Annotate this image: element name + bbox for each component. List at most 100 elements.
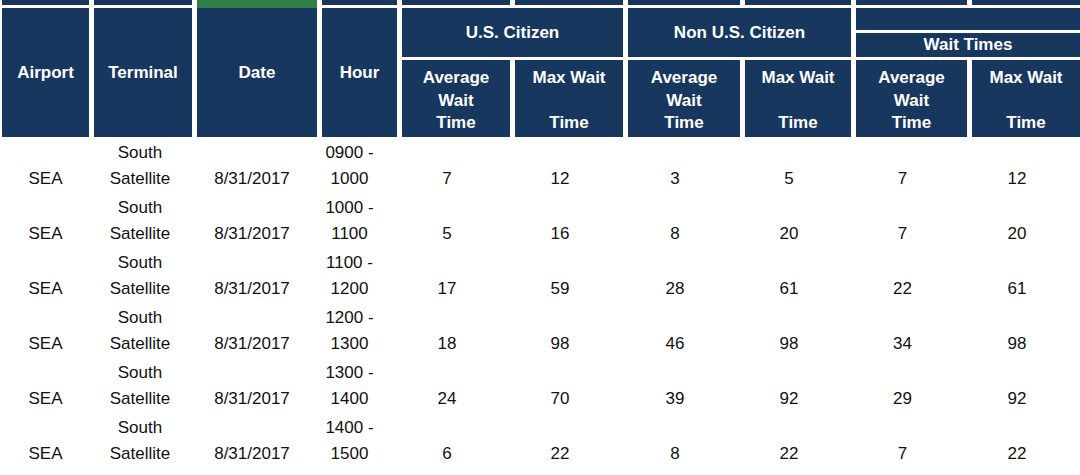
cell-airport: SEA [2,360,89,412]
cell-terminal: South Satellite [94,305,192,357]
non-us-citizen-group-header: Non U.S. Citizen [628,8,851,57]
wait-times-average-wait-subheader: Average Wait Time [856,60,967,137]
cell-non-us-average-wait: 39 [628,360,740,412]
cell-wait-times-max: 20 [972,195,1080,247]
cell-hour: 1400 - 1500 [322,415,397,467]
cell-terminal: South Satellite [94,250,192,302]
non-us-max-wait-subheader: Max Wait Time [745,60,851,137]
cell-date: 8/31/2017 [197,195,317,247]
cell-wait-times-average: 7 [856,195,967,247]
cell-non-us-average-wait: 8 [628,415,740,467]
airport-column-header: Airport [2,8,89,137]
top-strip-segment-hour [322,0,397,5]
cell-terminal: South Satellite [94,415,192,467]
subheader-line: Max Wait [532,67,605,88]
top-strip-segment-us-avg [402,0,510,5]
subheader-line: Wait [666,90,701,111]
cell-us-average-wait: 7 [402,140,510,192]
cell-wait-times-average: 7 [856,415,967,467]
cell-us-max-wait: 59 [515,250,623,302]
cell-hour: 1200 - 1300 [322,305,397,357]
top-strip-segment-terminal [94,0,192,5]
cell-wait-times-max: 12 [972,140,1080,192]
cell-wait-times-average: 34 [856,305,967,357]
cell-non-us-max-wait: 20 [745,195,851,247]
subheader-line: Time [549,112,588,133]
cell-wait-times-max: 98 [972,305,1080,357]
subheader-line: Time [1006,112,1045,133]
subheader-line: Average [423,67,489,88]
cell-terminal: South Satellite [94,140,192,192]
subheader-line: Wait [438,90,473,111]
cell-non-us-max-wait: 92 [745,360,851,412]
cell-us-max-wait: 12 [515,140,623,192]
cell-us-average-wait: 24 [402,360,510,412]
top-strip-segment-wt-avg [856,0,967,5]
cell-date: 8/31/2017 [197,305,317,357]
cell-us-max-wait: 22 [515,415,623,467]
date-column-header: Date [197,8,317,137]
cell-non-us-average-wait: 8 [628,195,740,247]
cell-airport: SEA [2,415,89,467]
cell-wait-times-max: 61 [972,250,1080,302]
wait-times-table: Airport Terminal Date Hour U.S. Citizen … [0,0,1080,467]
terminal-column-header: Terminal [94,8,192,137]
top-strip-segment-airport [2,0,89,5]
cell-date: 8/31/2017 [197,415,317,467]
cell-us-max-wait: 98 [515,305,623,357]
cell-hour: 0900 - 1000 [322,140,397,192]
subheader-line: Max Wait [761,67,834,88]
wait-times-spacer-cell [856,8,1080,30]
cell-us-average-wait: 17 [402,250,510,302]
subheader-line: Average [651,67,717,88]
cell-non-us-average-wait: 28 [628,250,740,302]
subheader-line: Max Wait [989,67,1062,88]
hour-column-header: Hour [322,8,397,137]
cell-us-average-wait: 5 [402,195,510,247]
cell-date: 8/31/2017 [197,140,317,192]
cell-wait-times-average: 22 [856,250,967,302]
cell-date: 8/31/2017 [197,360,317,412]
cell-airport: SEA [2,305,89,357]
top-strip-segment-us-max [515,0,623,5]
cell-non-us-max-wait: 61 [745,250,851,302]
cell-non-us-max-wait: 22 [745,415,851,467]
green-accent-strip [197,0,317,8]
cell-hour: 1300 - 1400 [322,360,397,412]
cell-non-us-max-wait: 98 [745,305,851,357]
subheader-line: Time [778,112,817,133]
cell-hour: 1000 - 1100 [322,195,397,247]
cell-terminal: South Satellite [94,360,192,412]
cell-us-max-wait: 16 [515,195,623,247]
cell-wait-times-average: 29 [856,360,967,412]
cell-wait-times-average: 7 [856,140,967,192]
cell-terminal: South Satellite [94,195,192,247]
us-citizen-group-header: U.S. Citizen [402,8,623,57]
cell-hour: 1100 - 1200 [322,250,397,302]
cell-airport: SEA [2,250,89,302]
subheader-line: Wait [894,90,929,111]
cell-date: 8/31/2017 [197,250,317,302]
wait-times-max-wait-subheader: Max Wait Time [972,60,1080,137]
top-strip-segment-wt-max [972,0,1080,5]
cell-non-us-average-wait: 3 [628,140,740,192]
cell-non-us-average-wait: 46 [628,305,740,357]
subheader-line: Time [664,112,703,133]
cell-airport: SEA [2,195,89,247]
subheader-line: Time [436,112,475,133]
top-strip-segment-non-max [745,0,851,5]
non-us-average-wait-subheader: Average Wait Time [628,60,740,137]
subheader-line: Time [892,112,931,133]
top-strip-segment-non-avg [628,0,740,5]
cell-non-us-max-wait: 5 [745,140,851,192]
cell-us-average-wait: 6 [402,415,510,467]
cell-wait-times-max: 92 [972,360,1080,412]
cell-airport: SEA [2,140,89,192]
subheader-line: Average [878,67,944,88]
cell-us-average-wait: 18 [402,305,510,357]
us-average-wait-subheader: Average Wait Time [402,60,510,137]
wait-times-group-header: Wait Times [856,33,1080,57]
cell-wait-times-max: 22 [972,415,1080,467]
us-max-wait-subheader: Max Wait Time [515,60,623,137]
cell-us-max-wait: 70 [515,360,623,412]
